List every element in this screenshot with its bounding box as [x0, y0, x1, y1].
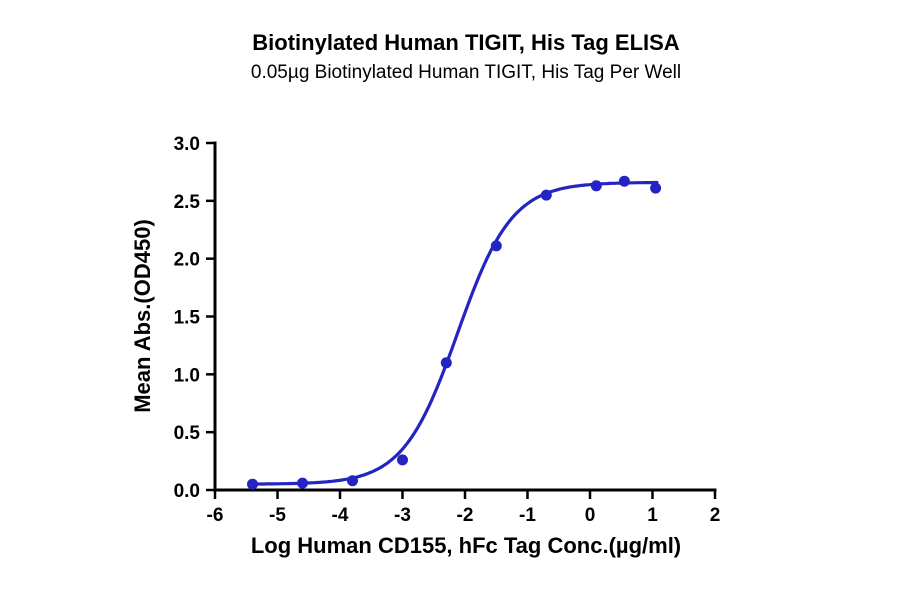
data-point	[490, 240, 502, 252]
x-axis-tick-label: -6	[207, 505, 224, 526]
y-axis-tick-label: 0.0	[174, 481, 200, 502]
x-axis-tick-label: -3	[394, 505, 411, 526]
x-axis-tick-label: -1	[519, 505, 536, 526]
data-point	[397, 454, 408, 466]
y-axis-tick-label: 3.0	[174, 134, 200, 155]
y-axis-tick-label: 2.5	[174, 192, 201, 213]
data-point	[297, 477, 308, 489]
y-axis-tick-label: 0.5	[174, 423, 201, 444]
x-axis-tick-label: -2	[457, 505, 474, 526]
data-point	[650, 182, 662, 194]
y-axis-label: Mean Abs.(OD450)	[130, 219, 155, 413]
fit-curve	[247, 180, 659, 486]
data-point	[247, 478, 258, 490]
chart-title: Biotinylated Human TIGIT, His Tag ELISA	[252, 30, 680, 55]
x-axis-tick-label: 1	[647, 505, 658, 526]
data-point	[347, 475, 358, 487]
data-point	[440, 357, 452, 369]
y-axis-tick-label: 1.0	[174, 365, 200, 386]
x-axis-tick-label: -4	[332, 505, 349, 526]
x-axis-tick-label: 0	[585, 505, 596, 526]
data-point	[590, 180, 602, 192]
y-axis-tick-label: 1.5	[174, 308, 201, 329]
data-point	[540, 189, 552, 201]
y-axis-tick-label: 2.0	[174, 250, 200, 271]
chart-subtitle: 0.05µg Biotinylated Human TIGIT, His Tag…	[251, 62, 681, 83]
x-axis-tick-label: 2	[710, 505, 721, 526]
data-point	[618, 175, 630, 187]
x-axis-tick-label: -5	[269, 505, 286, 526]
x-axis-label: Log Human CD155, hFc Tag Conc.(µg/ml)	[251, 533, 681, 558]
